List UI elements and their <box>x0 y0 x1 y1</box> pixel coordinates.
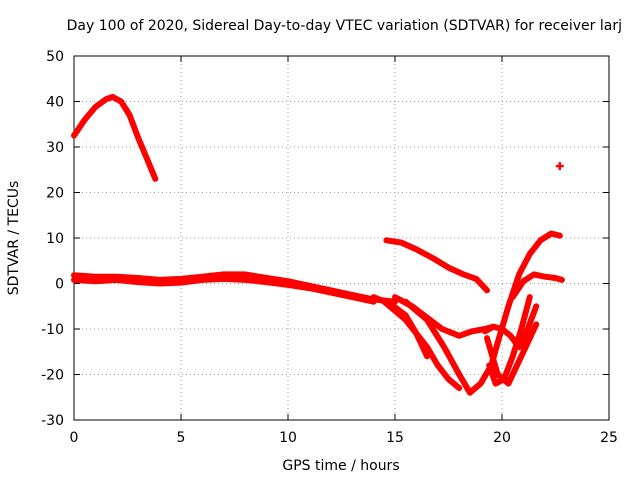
x-tick-label: 5 <box>177 430 186 446</box>
x-tick-label: 15 <box>386 430 404 446</box>
y-tick-label: 20 <box>46 186 64 202</box>
y-tick-label: -10 <box>41 322 64 338</box>
series-arc-9 <box>481 303 540 351</box>
y-tick-label: 10 <box>46 231 64 247</box>
x-axis-label: GPS time / hours <box>282 458 399 474</box>
y-tick-label: 30 <box>46 140 64 156</box>
series-arc-13 <box>509 271 565 301</box>
series-arc-5 <box>370 294 431 360</box>
series-arc-1 <box>71 93 159 182</box>
data-series <box>71 93 565 396</box>
series-arc-3 <box>71 275 377 305</box>
grid <box>74 56 609 420</box>
chart-title: Day 100 of 2020, Sidereal Day-to-day VTE… <box>67 18 622 34</box>
series-arc-11 <box>486 294 533 387</box>
x-tick-label: 25 <box>600 430 618 446</box>
y-tick-label: -30 <box>41 413 64 429</box>
series-arc-4 <box>383 237 490 294</box>
y-tick-label: 50 <box>46 49 64 65</box>
data-point-marker <box>555 162 564 171</box>
series-point-14 <box>555 162 564 171</box>
y-tick-label: -20 <box>41 368 64 384</box>
y-tick-label: 0 <box>55 277 64 293</box>
y-axis-label: SDTVAR / TECUs <box>6 181 22 296</box>
x-ticks: 0 5 10 15 20 25 <box>70 56 618 446</box>
series-arc-6 <box>381 298 463 392</box>
x-tick-label: 0 <box>70 430 79 446</box>
series-arc-12 <box>494 230 563 346</box>
y-tick-label: 40 <box>46 95 64 111</box>
x-tick-label: 20 <box>493 430 511 446</box>
x-tick-label: 10 <box>279 430 297 446</box>
y-ticks: -30 -20 -10 0 10 20 30 40 50 <box>41 49 609 429</box>
series-arc-10 <box>484 321 540 387</box>
